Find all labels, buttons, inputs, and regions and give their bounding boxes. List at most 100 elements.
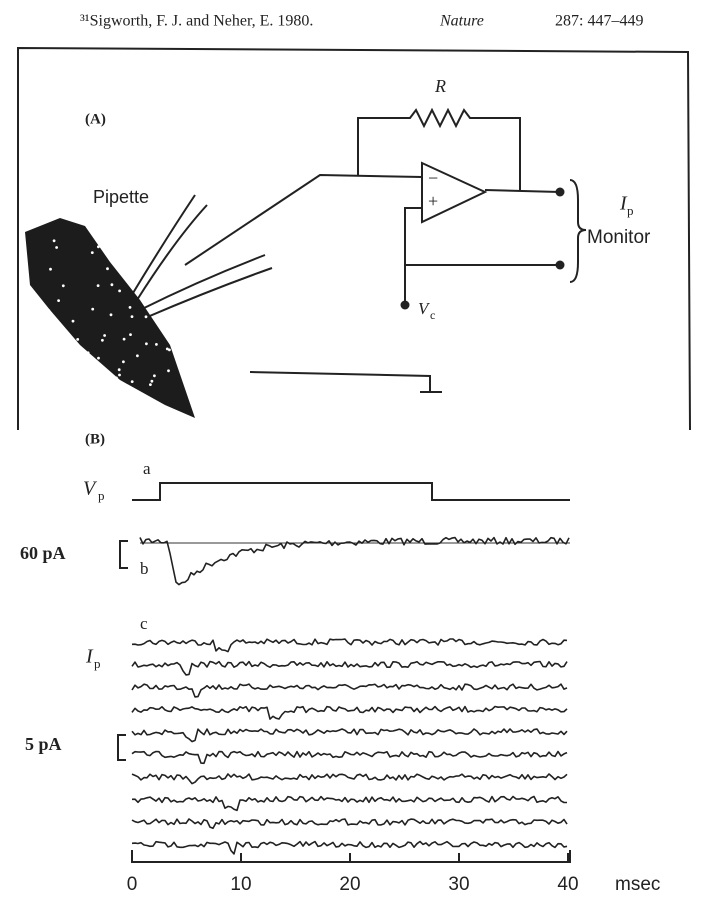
vc-subscript: c bbox=[430, 308, 435, 322]
speckle bbox=[97, 356, 100, 360]
speckle bbox=[159, 315, 163, 319]
x-unit: msec bbox=[615, 874, 660, 895]
minus-sign: − bbox=[428, 168, 438, 188]
speckle bbox=[70, 340, 74, 344]
speckle bbox=[91, 307, 95, 311]
speckle bbox=[47, 309, 51, 312]
speckle bbox=[129, 333, 132, 336]
speckle bbox=[87, 372, 91, 376]
channel-trace bbox=[131, 660, 568, 676]
trace-label: a bbox=[143, 459, 151, 478]
citation: ³¹Sigworth, F. J. and Neher, E. 1980. bbox=[80, 13, 313, 30]
speckle bbox=[67, 387, 71, 390]
speckle bbox=[55, 246, 58, 249]
x-tick-label: 40 bbox=[557, 874, 578, 895]
voltage-step bbox=[132, 482, 570, 501]
speckle bbox=[52, 326, 56, 329]
speckle bbox=[117, 368, 121, 372]
speckle bbox=[57, 325, 61, 328]
scale-label: 60 pA bbox=[20, 543, 66, 563]
speckle bbox=[110, 283, 114, 287]
speckle bbox=[136, 354, 139, 358]
channel-trace bbox=[131, 840, 568, 855]
speckle bbox=[150, 234, 154, 237]
channel-trace bbox=[131, 705, 568, 720]
speckle bbox=[149, 258, 153, 261]
vp-subscript: p bbox=[98, 488, 105, 503]
speckle bbox=[145, 342, 148, 346]
channel-trace bbox=[131, 795, 567, 812]
speckle bbox=[86, 351, 90, 355]
x-tick-label: 0 bbox=[127, 874, 138, 895]
speckle bbox=[150, 379, 154, 383]
speckle bbox=[145, 254, 149, 258]
speckle bbox=[39, 375, 43, 379]
trace-label: b bbox=[140, 559, 149, 578]
speckle bbox=[42, 330, 46, 334]
monitor-label: Monitor bbox=[587, 227, 651, 248]
speckle bbox=[90, 251, 94, 255]
resistor-label: R bbox=[434, 76, 446, 96]
x-tick-label: 10 bbox=[230, 874, 251, 895]
speckle bbox=[131, 390, 135, 394]
speckle bbox=[58, 364, 62, 368]
speckle bbox=[61, 369, 64, 372]
speckle bbox=[150, 288, 154, 292]
x-tick-label: 20 bbox=[339, 874, 360, 895]
speckle bbox=[57, 299, 60, 302]
speckle bbox=[128, 306, 132, 309]
trace-label: c bbox=[140, 614, 148, 633]
speckle bbox=[153, 374, 156, 378]
x-tick-label: 30 bbox=[448, 874, 469, 895]
channel-trace bbox=[131, 818, 568, 830]
plus-sign: + bbox=[428, 191, 438, 211]
speckle bbox=[106, 267, 109, 271]
speckle bbox=[71, 319, 75, 323]
speckle bbox=[97, 245, 100, 249]
speckle bbox=[118, 373, 121, 377]
citation-ref: 287: 447–449 bbox=[555, 13, 643, 30]
channel-trace bbox=[131, 773, 568, 785]
pipette-label: Pipette bbox=[93, 187, 149, 207]
ip-subscript: p bbox=[627, 203, 634, 218]
speckle bbox=[149, 383, 152, 386]
speckle bbox=[168, 348, 171, 352]
speckle bbox=[155, 343, 158, 346]
speckle bbox=[141, 269, 144, 273]
speckle bbox=[155, 319, 159, 323]
channel-trace bbox=[131, 750, 568, 765]
panel-label: (A) bbox=[85, 111, 106, 127]
speckle bbox=[130, 380, 134, 383]
panel-border bbox=[17, 46, 691, 431]
speckle bbox=[99, 367, 103, 371]
speckle bbox=[109, 313, 113, 317]
journal: Nature bbox=[439, 13, 484, 30]
channel-trace bbox=[131, 683, 568, 698]
speckle bbox=[58, 351, 62, 354]
current-trace bbox=[139, 536, 570, 586]
speckle bbox=[122, 360, 125, 364]
channel-trace bbox=[131, 728, 568, 743]
vc-label: V bbox=[418, 299, 431, 318]
channel-trace bbox=[131, 638, 568, 653]
speckle bbox=[118, 289, 121, 293]
circuit bbox=[25, 107, 587, 418]
speckle bbox=[61, 284, 65, 288]
speckle bbox=[144, 315, 148, 319]
panel-label: (B) bbox=[85, 431, 105, 447]
speckle bbox=[96, 284, 100, 287]
scale-label: 5 pA bbox=[25, 734, 62, 754]
speckle bbox=[165, 347, 169, 351]
speckle bbox=[76, 338, 80, 341]
vp-label: V bbox=[83, 478, 98, 500]
speckle bbox=[101, 338, 104, 342]
speckle bbox=[122, 337, 126, 341]
speckle bbox=[163, 272, 166, 276]
speckle bbox=[115, 376, 118, 380]
speckle bbox=[130, 315, 134, 318]
ip-label: I bbox=[85, 646, 94, 668]
ip-label: I bbox=[619, 193, 628, 215]
speckle bbox=[167, 369, 170, 373]
speckle bbox=[49, 267, 52, 271]
speckle bbox=[52, 239, 56, 243]
